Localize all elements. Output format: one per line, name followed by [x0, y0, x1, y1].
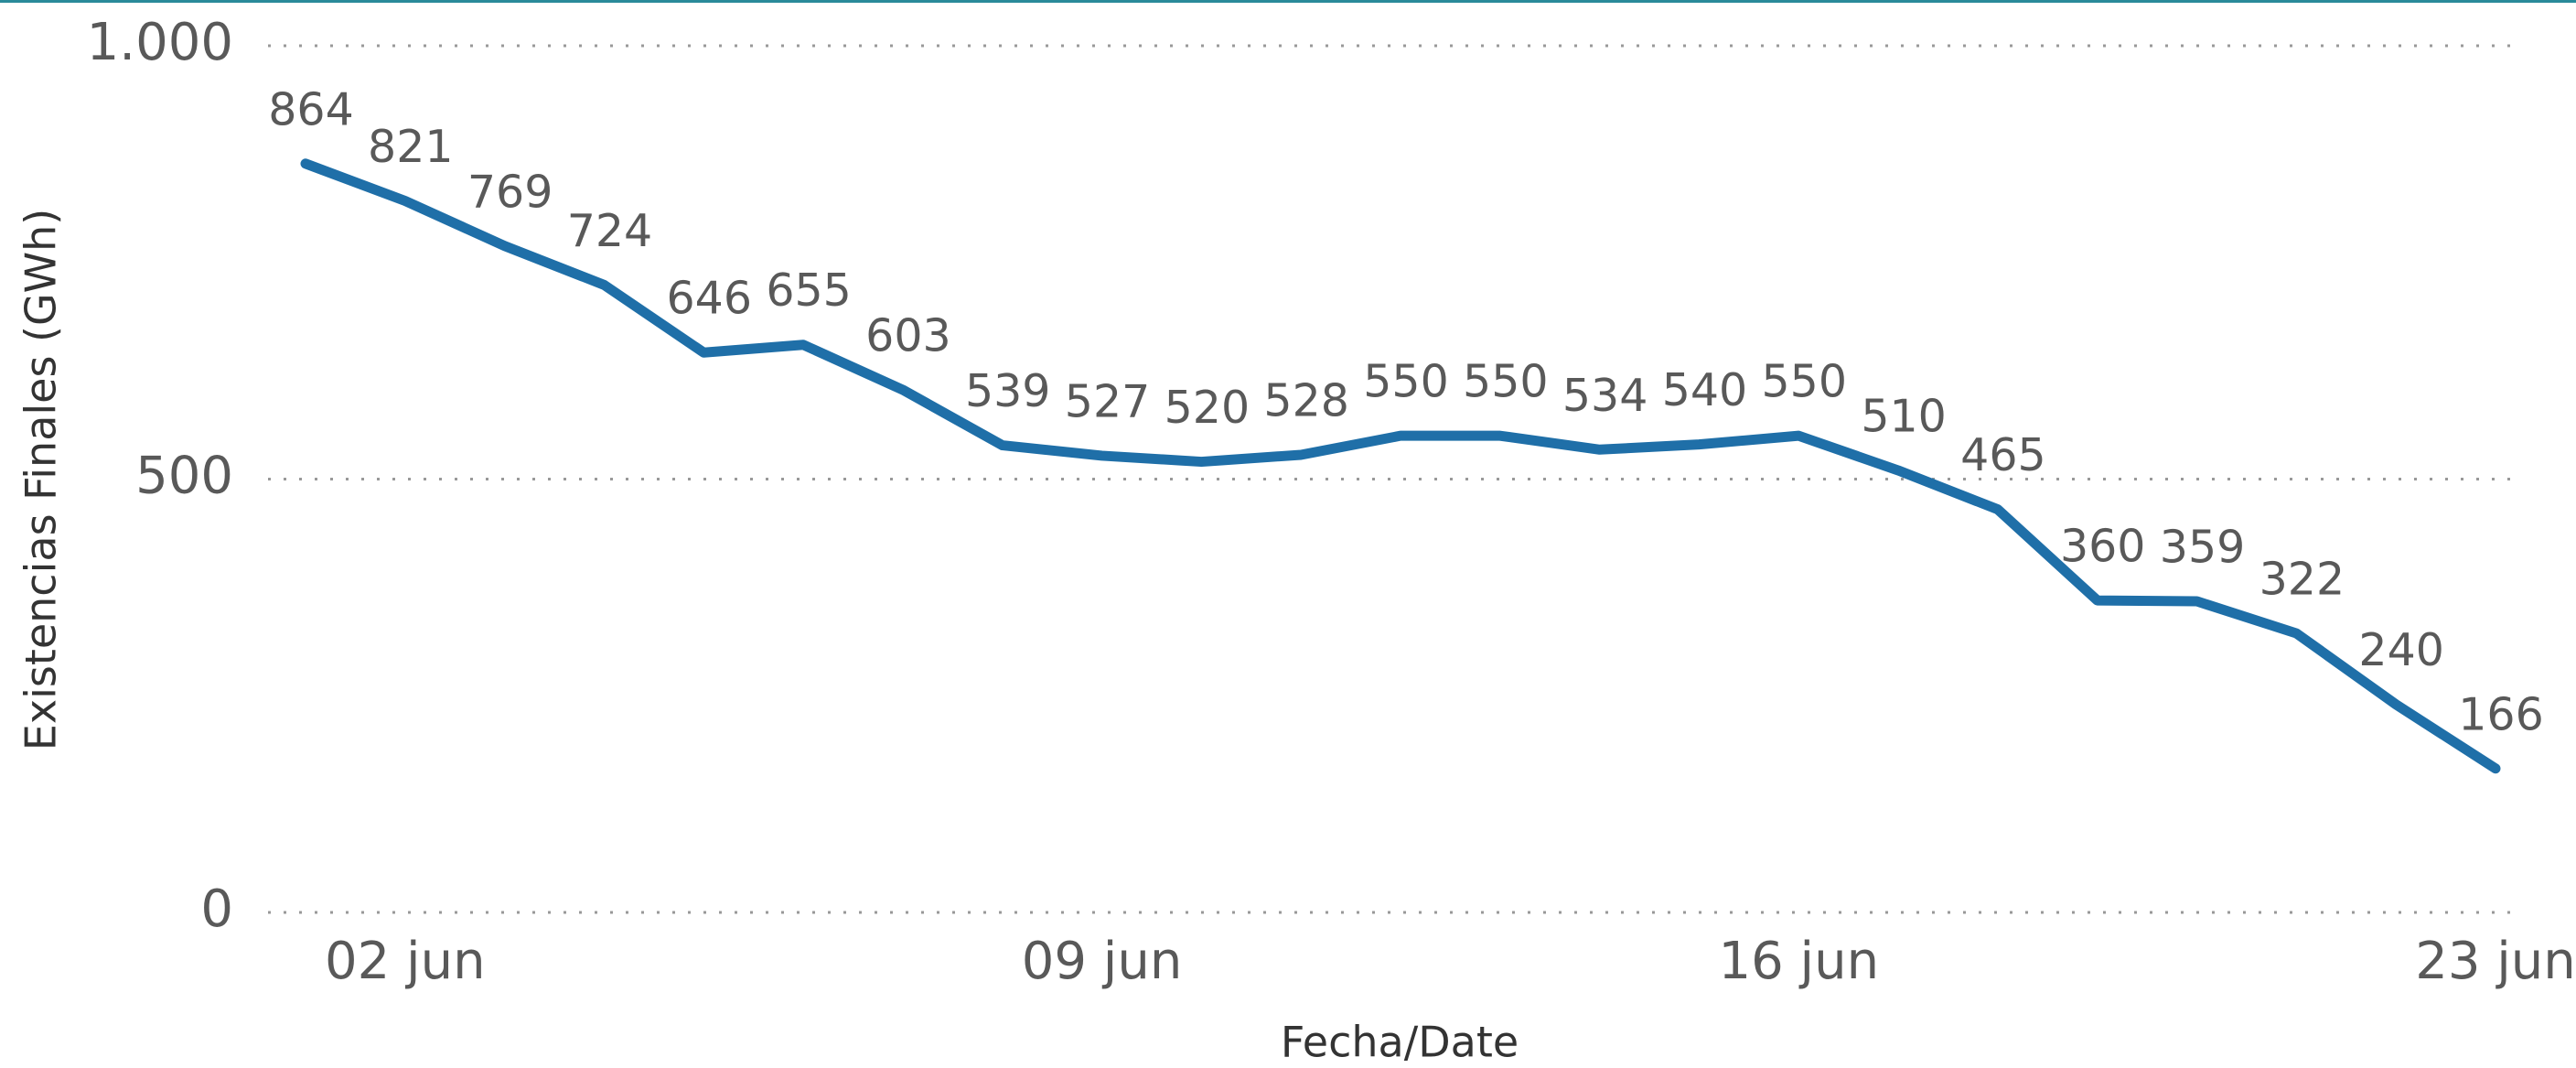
data-label: 550 — [1463, 356, 1549, 408]
data-label: 864 — [268, 83, 354, 135]
y-tick-label: 500 — [135, 447, 233, 506]
data-label: 603 — [865, 309, 951, 361]
y-axis-title: Existencias Finales (GWh) — [16, 209, 66, 750]
x-axis-title: Fecha/Date — [1281, 1018, 1519, 1067]
data-label: 359 — [2160, 522, 2246, 574]
data-label: 655 — [766, 264, 852, 317]
line — [300, 158, 2501, 774]
data-label: 550 — [1762, 356, 1848, 408]
x-tick-label: 16 jun — [1718, 932, 1879, 991]
data-label: 539 — [965, 365, 1051, 417]
data-label: 322 — [2259, 554, 2345, 606]
x-tick-label: 02 jun — [325, 932, 486, 991]
top-border — [0, 0, 2576, 3]
data-label: 540 — [1662, 364, 1748, 416]
data-label: 240 — [2358, 624, 2444, 676]
data-label: 465 — [1960, 429, 2046, 481]
data-label: 528 — [1263, 374, 1349, 426]
x-tick-label: 23 jun — [2415, 932, 2576, 991]
data-label: 724 — [567, 205, 653, 257]
data-label: 520 — [1165, 382, 1250, 434]
data-label: 769 — [467, 166, 553, 218]
data-label: 527 — [1065, 375, 1151, 427]
data-label: 550 — [1363, 356, 1449, 408]
data-label: 360 — [2060, 521, 2146, 573]
y-tick-label: 1.000 — [87, 13, 233, 72]
data-label: 510 — [1861, 391, 1947, 443]
data-label: 821 — [368, 121, 454, 173]
y-tick-label: 0 — [200, 879, 233, 939]
x-tick-label: 09 jun — [1022, 932, 1183, 991]
data-label: 646 — [667, 273, 753, 325]
data-label: 534 — [1562, 370, 1648, 422]
data-label: 166 — [2458, 688, 2544, 740]
